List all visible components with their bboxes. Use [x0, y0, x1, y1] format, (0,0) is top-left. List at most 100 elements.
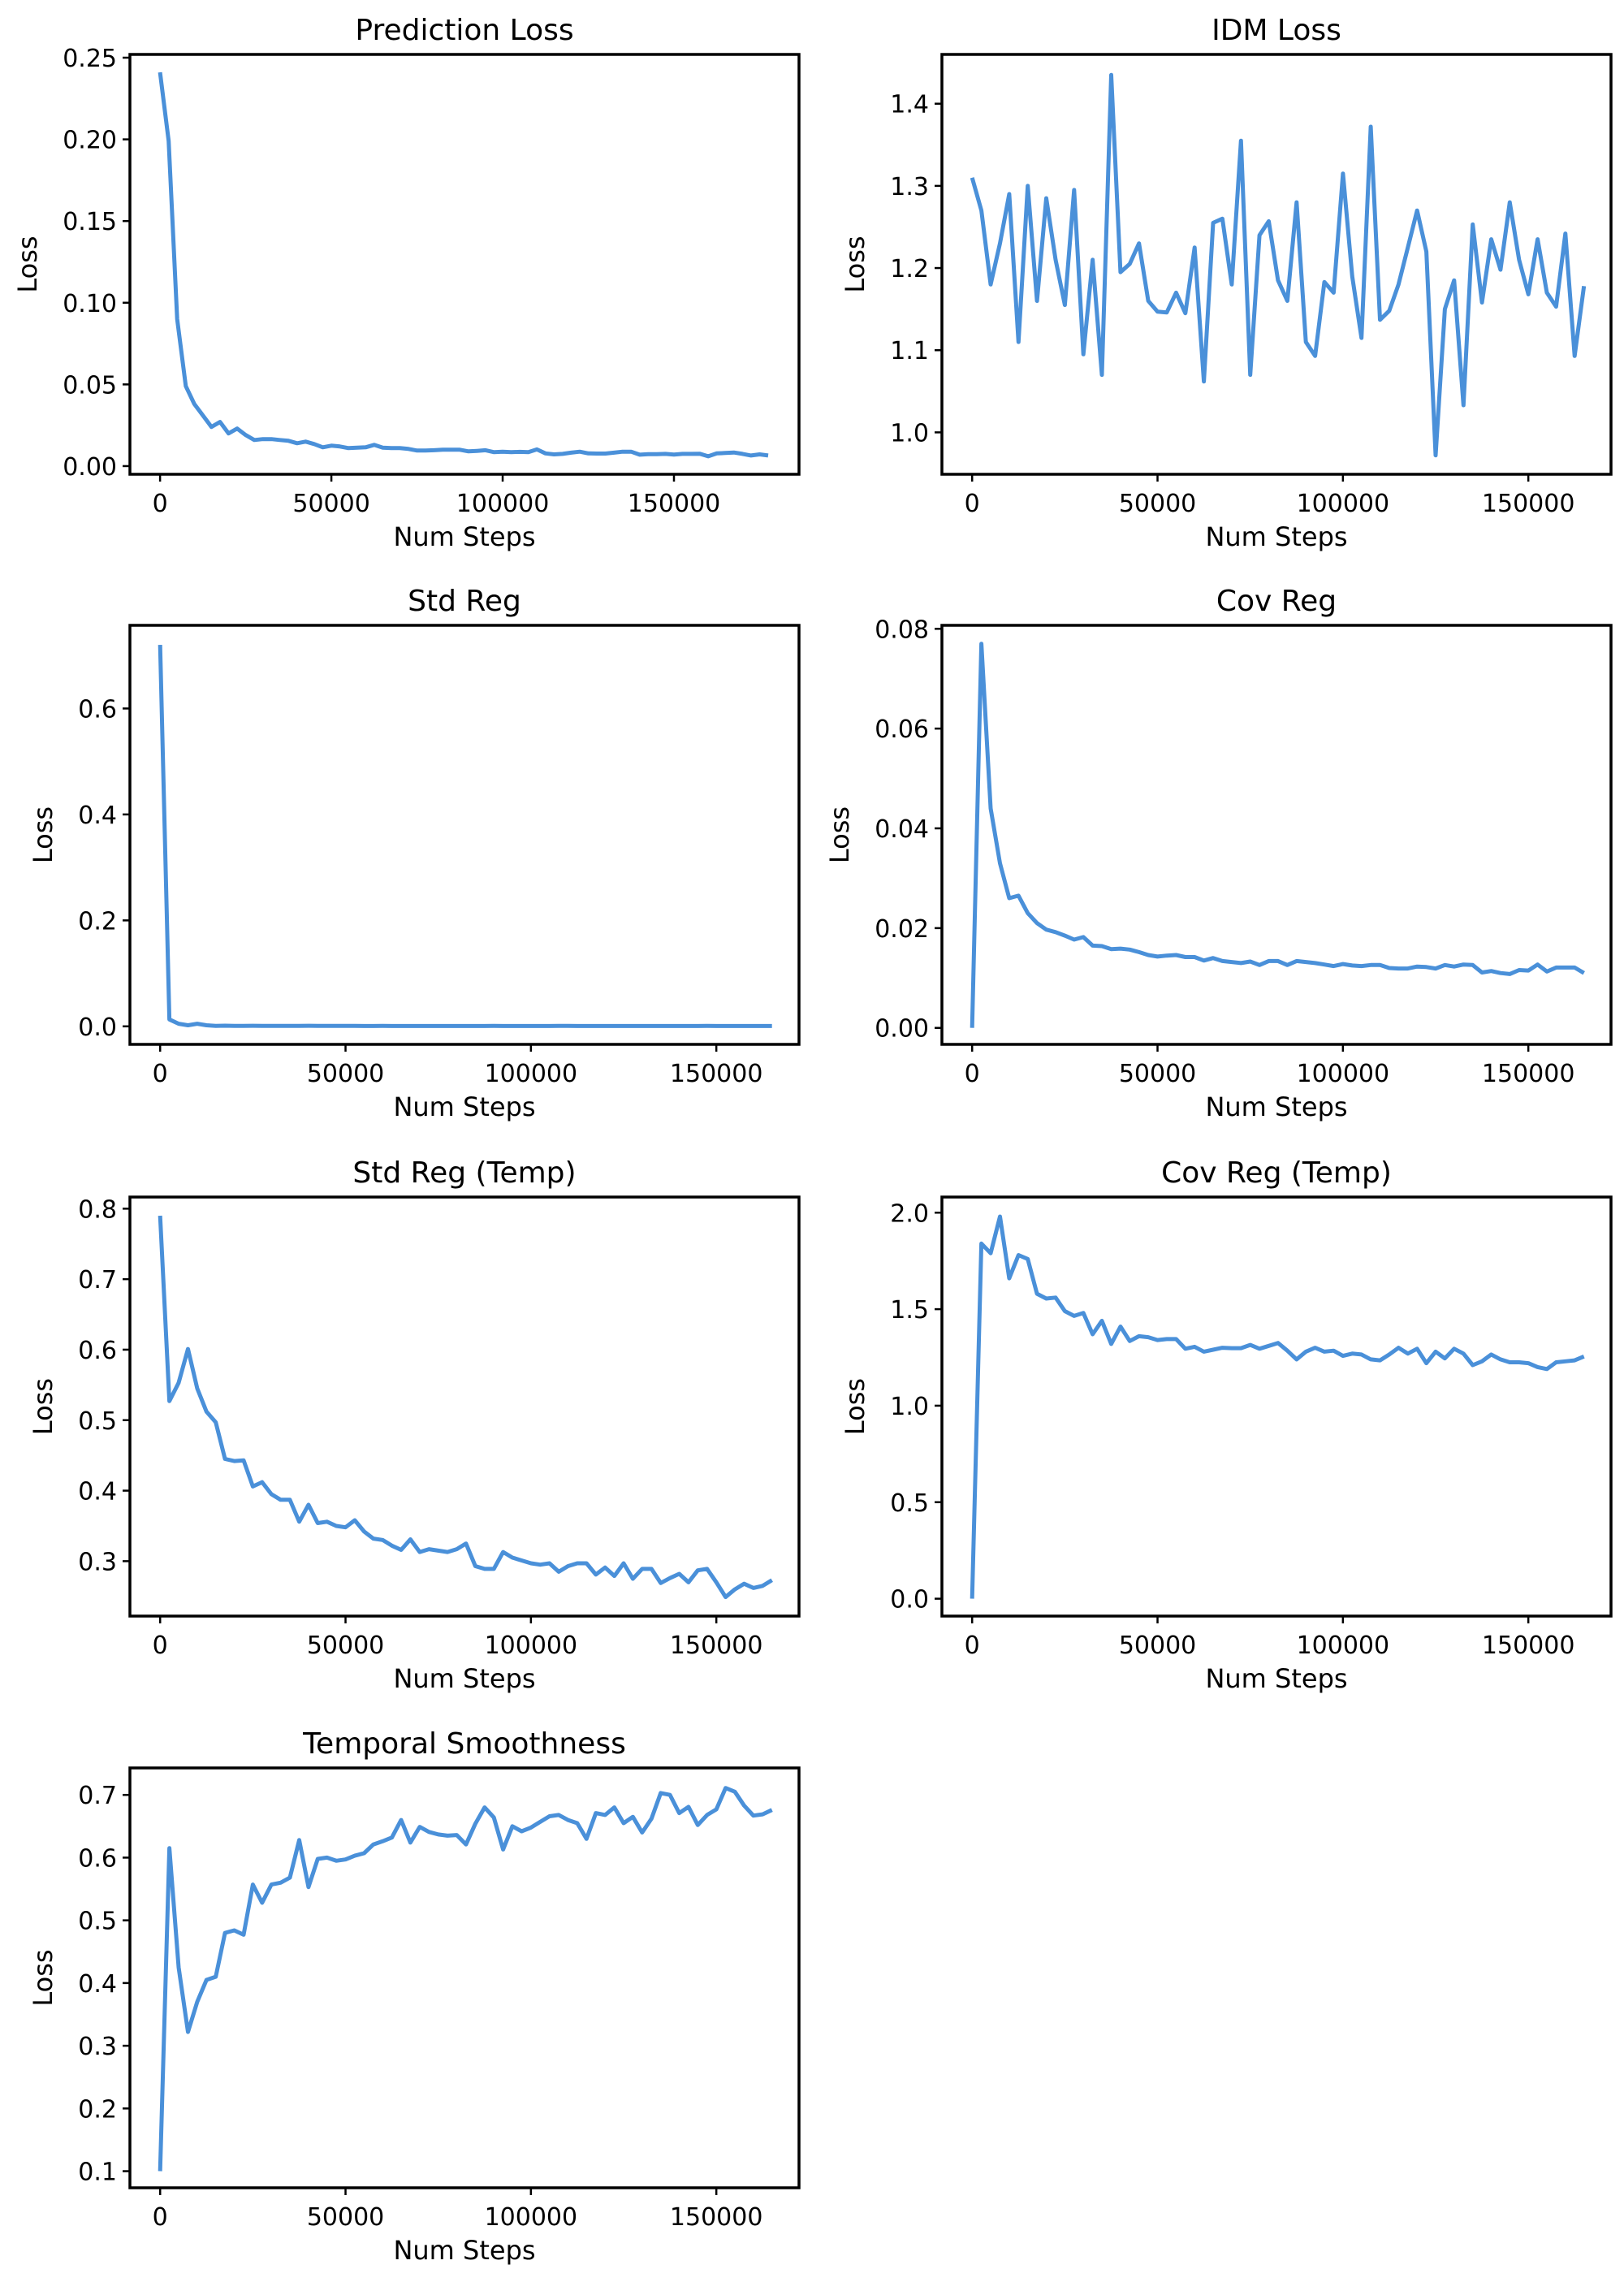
y-tick-label: 0.5 [78, 1908, 117, 1936]
y-tick-label: 0.2 [78, 907, 117, 936]
series-line [158, 645, 772, 1028]
x-tick-label: 100000 [1297, 1632, 1390, 1660]
y-tick-label: 0.0 [890, 1586, 929, 1614]
y-tick-label: 0.04 [875, 815, 929, 844]
y-tick-label: 0.7 [78, 1266, 117, 1294]
y-axis-label: Loss [28, 1378, 58, 1435]
chart-title: Std Reg (Temp) [352, 1156, 576, 1190]
x-axis-label: Num Steps [1205, 521, 1347, 552]
x-tick-label: 150000 [1482, 490, 1575, 518]
y-axis-label: Loss [28, 806, 58, 863]
x-axis-label: Num Steps [393, 2235, 535, 2266]
x-tick-label: 150000 [1482, 1632, 1575, 1660]
axes-frame [128, 1195, 801, 1618]
subplot-5: 0 50000 100000 150000 0.3 0.4 0.5 0.6 0.7 0.8 Std … [28, 1156, 801, 1694]
x-tick-label: 0 [153, 1060, 168, 1088]
y-axis-label: Loss [840, 1378, 870, 1435]
x-axis-label: Num Steps [393, 1091, 535, 1122]
y-tick-label: 0.08 [875, 616, 929, 644]
chart-title: Std Reg [408, 585, 521, 618]
subplot-7: 0 50000 100000 150000 0.1 0.2 0.3 0.4 0.5 0.6 0.7 T… [28, 1727, 801, 2266]
chart-title: Cov Reg [1216, 585, 1337, 618]
series-line [970, 1214, 1585, 1599]
y-tick-label: 0.25 [63, 45, 117, 73]
y-axis-label: Loss [824, 806, 855, 863]
y-tick-label: 0.3 [78, 2033, 117, 2061]
x-tick-label: 0 [965, 1060, 980, 1088]
y-tick-label: 0.15 [63, 208, 117, 236]
x-tick-label: 0 [153, 2203, 168, 2232]
axes-frame [940, 1195, 1613, 1618]
axes-frame [128, 624, 801, 1046]
y-tick-label: 1.2 [890, 255, 929, 283]
y-tick-label: 0.00 [63, 453, 117, 482]
y-tick-label: 0.00 [875, 1015, 929, 1044]
chart-title: IDM Loss [1212, 14, 1341, 47]
x-tick-label: 0 [965, 1632, 980, 1660]
subplot-1: 0 50000 100000 150000 0.00 0.05 0.10 0.15 0.20 0.… [12, 14, 801, 552]
x-tick-label: 150000 [670, 1060, 763, 1088]
x-tick-label: 100000 [485, 2203, 578, 2232]
y-tick-label: 0.6 [78, 1844, 117, 1873]
y-tick-label: 0.5 [78, 1407, 117, 1436]
y-axis-label: Loss [12, 236, 43, 292]
axes-frame [940, 624, 1613, 1046]
y-tick-label: 2.0 [890, 1199, 929, 1228]
x-tick-label: 50000 [1119, 490, 1196, 518]
axes-frame [128, 53, 801, 476]
chart-title: Cov Reg (Temp) [1161, 1156, 1392, 1190]
series-line [158, 1215, 773, 1600]
x-tick-label: 50000 [1119, 1060, 1196, 1088]
x-tick-label: 0 [153, 1632, 168, 1660]
x-tick-label: 50000 [307, 1632, 384, 1660]
subplot-2: 0 50000 100000 150000 1.0 1.1 1.2 1.3 1.4 IDM Los… [840, 14, 1613, 552]
x-tick-label: 100000 [485, 1632, 578, 1660]
y-tick-label: 0.06 [875, 715, 929, 744]
y-tick-label: 0.3 [78, 1548, 117, 1576]
y-tick-label: 0.4 [78, 1970, 117, 1999]
x-tick-label: 50000 [292, 490, 369, 518]
axes-frame [940, 53, 1613, 476]
series-line [158, 1786, 773, 2172]
y-tick-label: 0.6 [78, 1337, 117, 1365]
y-tick-label: 0.0 [78, 1014, 117, 1042]
x-tick-label: 150000 [670, 1632, 763, 1660]
y-tick-label: 0.7 [78, 1782, 117, 1810]
x-tick-label: 150000 [1482, 1060, 1575, 1088]
series-line [158, 71, 769, 459]
subplot-4: 0 50000 100000 150000 0.00 0.02 0.04 0.06 0.08 Co… [824, 585, 1613, 1122]
x-tick-label: 100000 [1297, 490, 1390, 518]
x-tick-label: 0 [153, 490, 168, 518]
y-tick-label: 0.8 [78, 1195, 117, 1224]
x-tick-label: 50000 [307, 1060, 384, 1088]
axes-frame [128, 1766, 801, 2189]
y-tick-label: 1.0 [890, 419, 929, 447]
x-tick-label: 50000 [307, 2203, 384, 2232]
y-axis-label: Loss [840, 236, 870, 292]
y-tick-label: 1.5 [890, 1296, 929, 1325]
y-tick-label: 0.4 [78, 1478, 117, 1506]
y-tick-label: 1.1 [890, 337, 929, 365]
x-axis-label: Num Steps [1205, 1091, 1347, 1122]
series-line [970, 72, 1587, 458]
y-tick-label: 1.0 [890, 1393, 929, 1421]
subplot-6: 0 50000 100000 150000 0.0 0.5 1.0 1.5 2.0 Cov Reg… [840, 1156, 1613, 1694]
y-tick-label: 0.2 [78, 2095, 117, 2124]
x-tick-label: 0 [965, 490, 980, 518]
chart-title: Temporal Smoothness [302, 1727, 626, 1761]
y-tick-label: 0.6 [78, 695, 117, 724]
x-tick-label: 50000 [1119, 1632, 1196, 1660]
y-tick-label: 0.4 [78, 802, 117, 830]
y-axis-label: Loss [28, 1949, 58, 2006]
x-axis-label: Num Steps [1205, 1663, 1347, 1694]
series-line [970, 642, 1585, 1028]
subplot-3: 0 50000 100000 150000 0.0 0.2 0.4 0.6 Std Reg Num… [28, 585, 801, 1122]
y-tick-label: 1.4 [890, 91, 929, 119]
y-tick-label: 0.5 [890, 1489, 929, 1518]
x-axis-label: Num Steps [393, 1663, 535, 1694]
x-axis-label: Num Steps [393, 521, 535, 552]
y-tick-label: 1.3 [890, 173, 929, 201]
x-tick-label: 100000 [485, 1060, 578, 1088]
y-tick-label: 0.10 [63, 290, 117, 318]
